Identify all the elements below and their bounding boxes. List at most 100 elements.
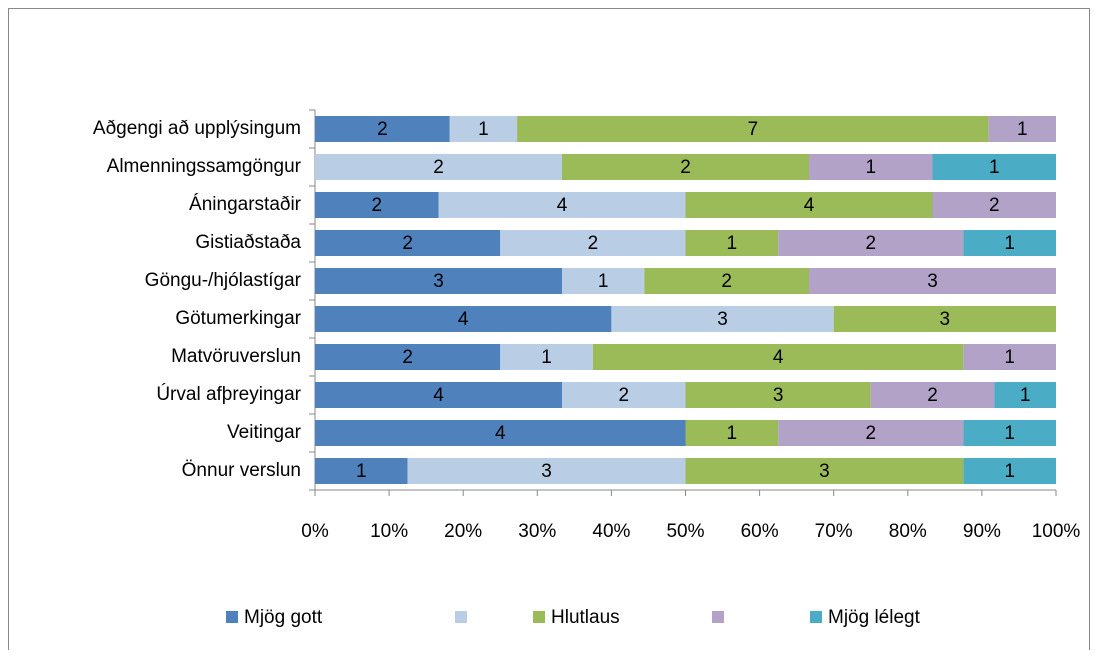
data-label: 2 [618,385,629,406]
category-label: Almenningssamgöngur [107,156,302,177]
legend-swatch [712,611,724,623]
bar-segment [562,382,686,408]
data-label: 1 [989,157,1000,178]
data-label: 3 [819,461,830,482]
data-label: 4 [804,195,815,216]
data-label: 4 [458,309,469,330]
x-tick-label: 30% [518,521,556,542]
bar-segment [685,230,779,256]
x-tick-label: 80% [889,521,927,542]
data-label: 2 [402,347,413,368]
data-label: 4 [433,385,444,406]
bar-segment [963,458,1056,484]
data-label: 3 [927,271,938,292]
data-label: 2 [402,233,413,254]
data-label: 1 [478,119,489,140]
bar-segment [778,420,964,446]
bar-segment [449,116,518,142]
data-label: 4 [557,195,568,216]
x-tick-label: 50% [666,521,704,542]
data-label: 1 [727,233,738,254]
bar-segment [500,230,686,256]
legend-label: Hlutlaus [551,607,620,628]
data-label: 3 [773,385,784,406]
data-label: 2 [588,233,599,254]
legend-label: Mjög lélegt [828,607,921,628]
bar-segment [500,344,593,370]
bar-segment [644,268,809,294]
data-label: 1 [1004,423,1015,444]
x-tick-label: 70% [815,521,853,542]
data-label: 1 [1020,385,1031,406]
x-tick-label: 20% [444,521,482,542]
data-label: 4 [773,347,784,368]
data-label: 3 [541,461,552,482]
bar-segment [592,344,964,370]
bar-segment [315,230,501,256]
data-label: 1 [598,271,609,292]
bar-segment [870,382,995,408]
bar-segment [963,344,1056,370]
data-label: 2 [377,119,388,140]
x-tick-label: 100% [1032,521,1081,542]
bar-segment [315,306,612,332]
bar-segment [315,116,450,142]
bar-segment [963,420,1056,446]
bar-segment [315,192,439,218]
bar-segment [315,382,562,408]
x-tick-label: 10% [370,521,408,542]
category-label: Önnur verslun [182,460,301,481]
data-label: 3 [717,309,728,330]
category-label: Gistiaðstaða [195,232,301,253]
bar-segment [611,306,834,332]
bar-segment [685,192,933,218]
data-label: 3 [940,309,951,330]
data-label: 7 [748,119,759,140]
category-label: Matvöruverslun [171,346,301,367]
category-label: Götumerkingar [175,308,301,329]
bar-segment [994,382,1056,408]
legend-swatch [226,611,238,623]
category-label: Aðgengi að upplýsingum [93,118,301,139]
bar-segment [809,268,1056,294]
category-label: Áningarstaðir [189,194,302,215]
data-label: 2 [433,157,444,178]
x-tick-label: 0% [301,521,329,542]
bar-segment [685,420,779,446]
bar-segment [778,230,964,256]
data-label: 1 [727,423,738,444]
legend-swatch [533,611,545,623]
bar-segment [315,344,501,370]
x-tick-label: 60% [741,521,779,542]
bar-segment [315,268,562,294]
x-tick-label: 40% [592,521,630,542]
legend-label: Mjög gott [244,607,323,628]
bar-segment [315,458,408,484]
bar-segment [685,382,871,408]
data-label: 2 [989,195,1000,216]
data-label: 2 [721,271,732,292]
data-label: 2 [680,157,691,178]
bar-segment [315,154,562,180]
data-label: 1 [1004,233,1015,254]
x-tick-label: 90% [963,521,1001,542]
data-label: 2 [865,423,876,444]
bar-segment [685,458,964,484]
category-label: Úrval afþreyingar [156,383,301,405]
category-label: Göngu-/hjólastígar [145,270,302,291]
bar-segment [562,268,645,294]
data-label: 1 [541,347,552,368]
bar-segment [407,458,686,484]
bar-segment [438,192,686,218]
data-label: 3 [433,271,444,292]
data-label: 2 [371,195,382,216]
legend-swatch [455,611,467,623]
bar-segment [809,154,933,180]
bar-segment [932,154,1056,180]
data-label: 1 [356,461,367,482]
data-label: 1 [1017,119,1028,140]
category-label: Veitingar [227,422,302,443]
bar-segment [932,192,1056,218]
data-label: 2 [927,385,938,406]
